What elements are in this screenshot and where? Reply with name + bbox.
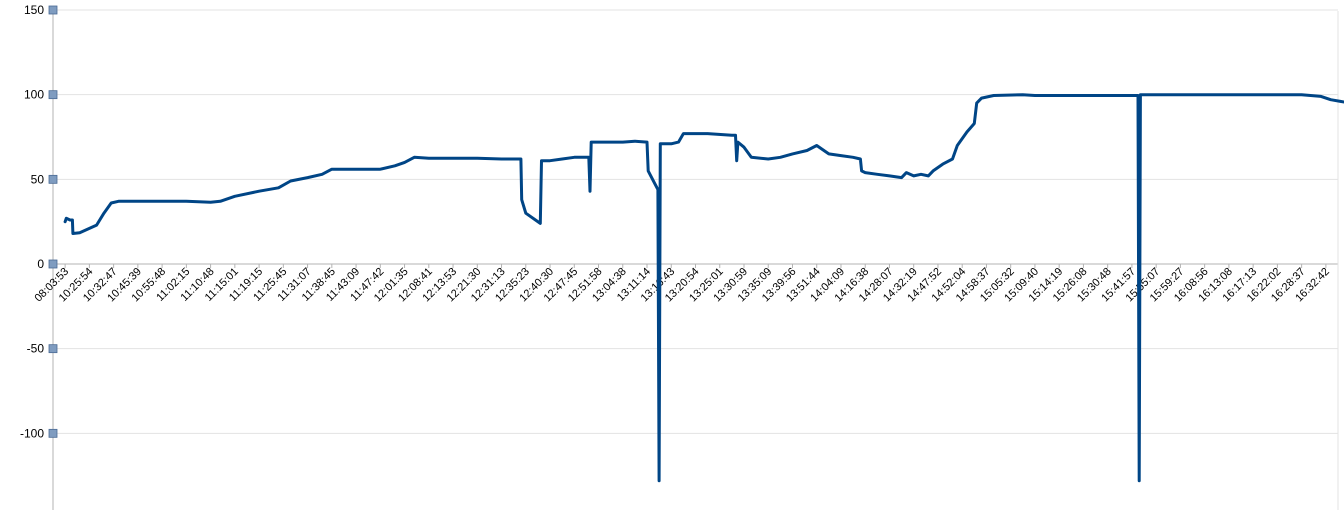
- axes: [52, 11, 1339, 510]
- series-line-0: [63, 93, 1344, 483]
- y-axis-marker: [48, 90, 58, 100]
- y-axis-marker: [48, 428, 58, 438]
- y-tick-label: 0: [37, 257, 44, 271]
- y-axis-marker: [48, 344, 58, 354]
- y-axis-marker: [48, 174, 58, 184]
- y-tick-label: -50: [27, 342, 45, 356]
- y-tick-label: -100: [20, 426, 44, 440]
- y-tick-labels: -100 -50 0 50 100 150: [20, 3, 44, 440]
- y-axis-markers: [48, 5, 58, 438]
- y-tick-label: 100: [24, 88, 44, 102]
- y-tick-label: 50: [31, 172, 45, 186]
- y-tick-label: 150: [24, 3, 44, 17]
- series-group: [63, 93, 1344, 483]
- y-axis-marker: [48, 5, 58, 15]
- gridlines: [53, 9, 1338, 434]
- y-axis-marker: [48, 259, 58, 269]
